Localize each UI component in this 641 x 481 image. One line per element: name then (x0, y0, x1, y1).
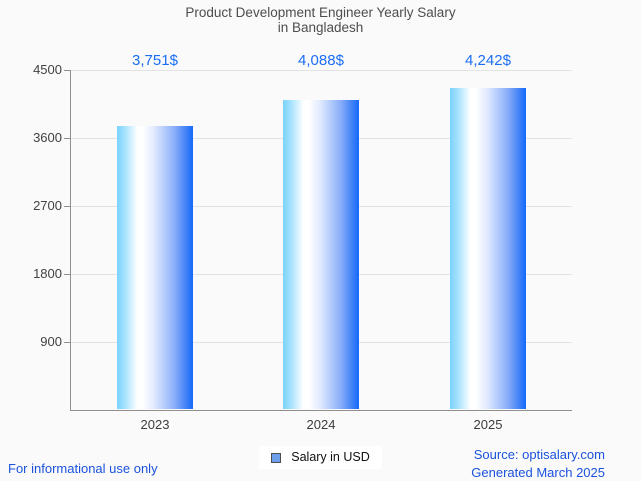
bar-value-label-2023: 3,751$ (132, 52, 178, 69)
x-axis (70, 410, 572, 411)
x-tick-label-2023: 2023 (140, 417, 170, 432)
y-tick-label-1800: 1800 (33, 266, 62, 281)
y-tick-label-4500: 4500 (33, 62, 62, 77)
chart-title-line1: Product Development Engineer Yearly Sala… (185, 5, 456, 20)
plot-area (70, 70, 572, 410)
x-tick-label-2024: 2024 (306, 417, 336, 432)
y-tick-label-900: 900 (40, 334, 62, 349)
bar-value-label-2025: 4,242$ (465, 52, 511, 69)
y-axis-tick (64, 274, 70, 275)
legend-label: Salary in USD (291, 450, 370, 464)
bar-2023 (117, 126, 193, 409)
bar-2025 (450, 88, 526, 409)
bar-2024 (283, 100, 359, 409)
legend-swatch-icon (271, 452, 282, 463)
y-axis (70, 70, 71, 410)
bar-value-label-2024: 4,088$ (298, 52, 344, 69)
generated-date-label: Generated March 2025 (471, 464, 605, 480)
y-axis-tick (64, 342, 70, 343)
footer-disclaimer: For informational use only (8, 461, 158, 476)
y-tick-label-2700: 2700 (33, 198, 62, 213)
legend-item-salary-in-usd[interactable]: Salary in USD (259, 446, 382, 469)
grid-line-4500 (70, 70, 572, 71)
footer-source: Source: optisalary.com Generated March 2… (471, 446, 605, 481)
y-axis-tick (64, 206, 70, 207)
y-tick-label-3600: 3600 (33, 130, 62, 145)
x-tick-label-2025: 2025 (473, 417, 503, 432)
source-link[interactable]: Source: optisalary.com (473, 447, 605, 462)
y-axis-tick (64, 138, 70, 139)
legend: Salary in USD (0, 446, 641, 469)
chart-title: Product Development Engineer Yearly Sala… (0, 5, 641, 35)
y-axis-tick (64, 70, 70, 71)
chart-title-line2: in Bangladesh (277, 20, 364, 35)
